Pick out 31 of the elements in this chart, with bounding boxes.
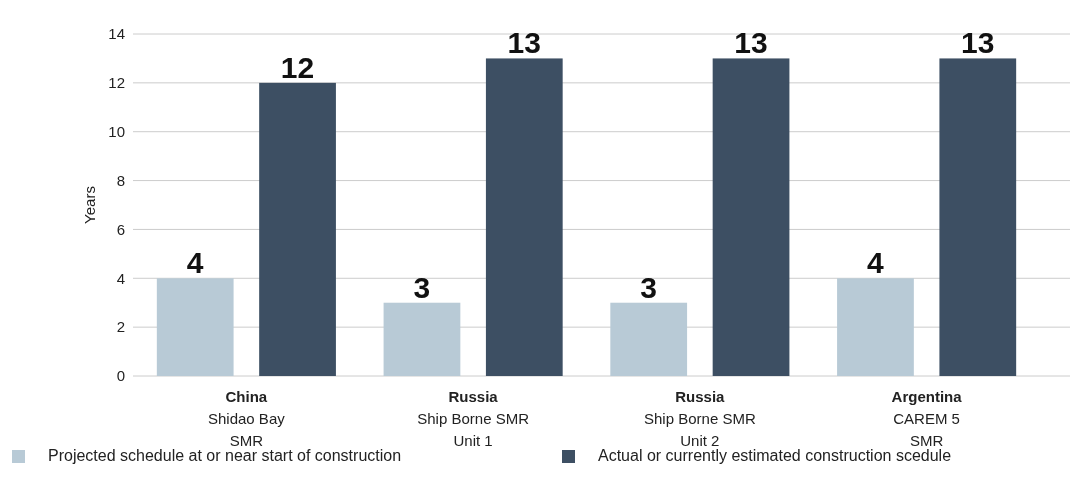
y-tick-label: 10 xyxy=(108,122,125,140)
y-tick-label: 12 xyxy=(108,74,125,92)
data-label: 4 xyxy=(867,246,885,280)
y-axis-title: Years xyxy=(81,186,98,224)
bar xyxy=(712,58,790,376)
data-label: 13 xyxy=(507,26,541,60)
data-label: 3 xyxy=(413,270,431,304)
y-tick-label: 8 xyxy=(116,171,125,189)
data-label: 13 xyxy=(961,26,995,60)
bar xyxy=(383,302,461,376)
bar xyxy=(939,58,1017,376)
bar xyxy=(610,302,688,376)
data-label: 3 xyxy=(640,270,658,304)
data-label: 13 xyxy=(734,26,768,60)
y-tick-label: 2 xyxy=(116,318,125,336)
bar xyxy=(156,278,234,376)
bar xyxy=(837,278,914,376)
legend-label: Projected schedule at or near start of construction xyxy=(48,447,402,464)
legend-label: Actual or currently estimated construction scedule xyxy=(598,447,952,464)
data-label: 12 xyxy=(280,50,315,84)
bar xyxy=(259,82,336,376)
x-tick-label: China Shidao Bay SMR xyxy=(208,388,286,449)
y-tick-label: 14 xyxy=(108,25,125,43)
y-tick-label: 6 xyxy=(116,220,125,238)
y-tick-label: 0 xyxy=(116,367,125,385)
bar xyxy=(485,58,563,376)
y-tick-label: 4 xyxy=(116,269,125,287)
data-label: 4 xyxy=(186,246,204,280)
x-tick-label: Russia Ship Borne SMR Unit 1 xyxy=(417,388,530,449)
x-tick-label: Russia Ship Borne SMR Unit 2 xyxy=(644,388,756,449)
x-tick-label: Argentina CAREM 5 SMR xyxy=(891,388,963,449)
